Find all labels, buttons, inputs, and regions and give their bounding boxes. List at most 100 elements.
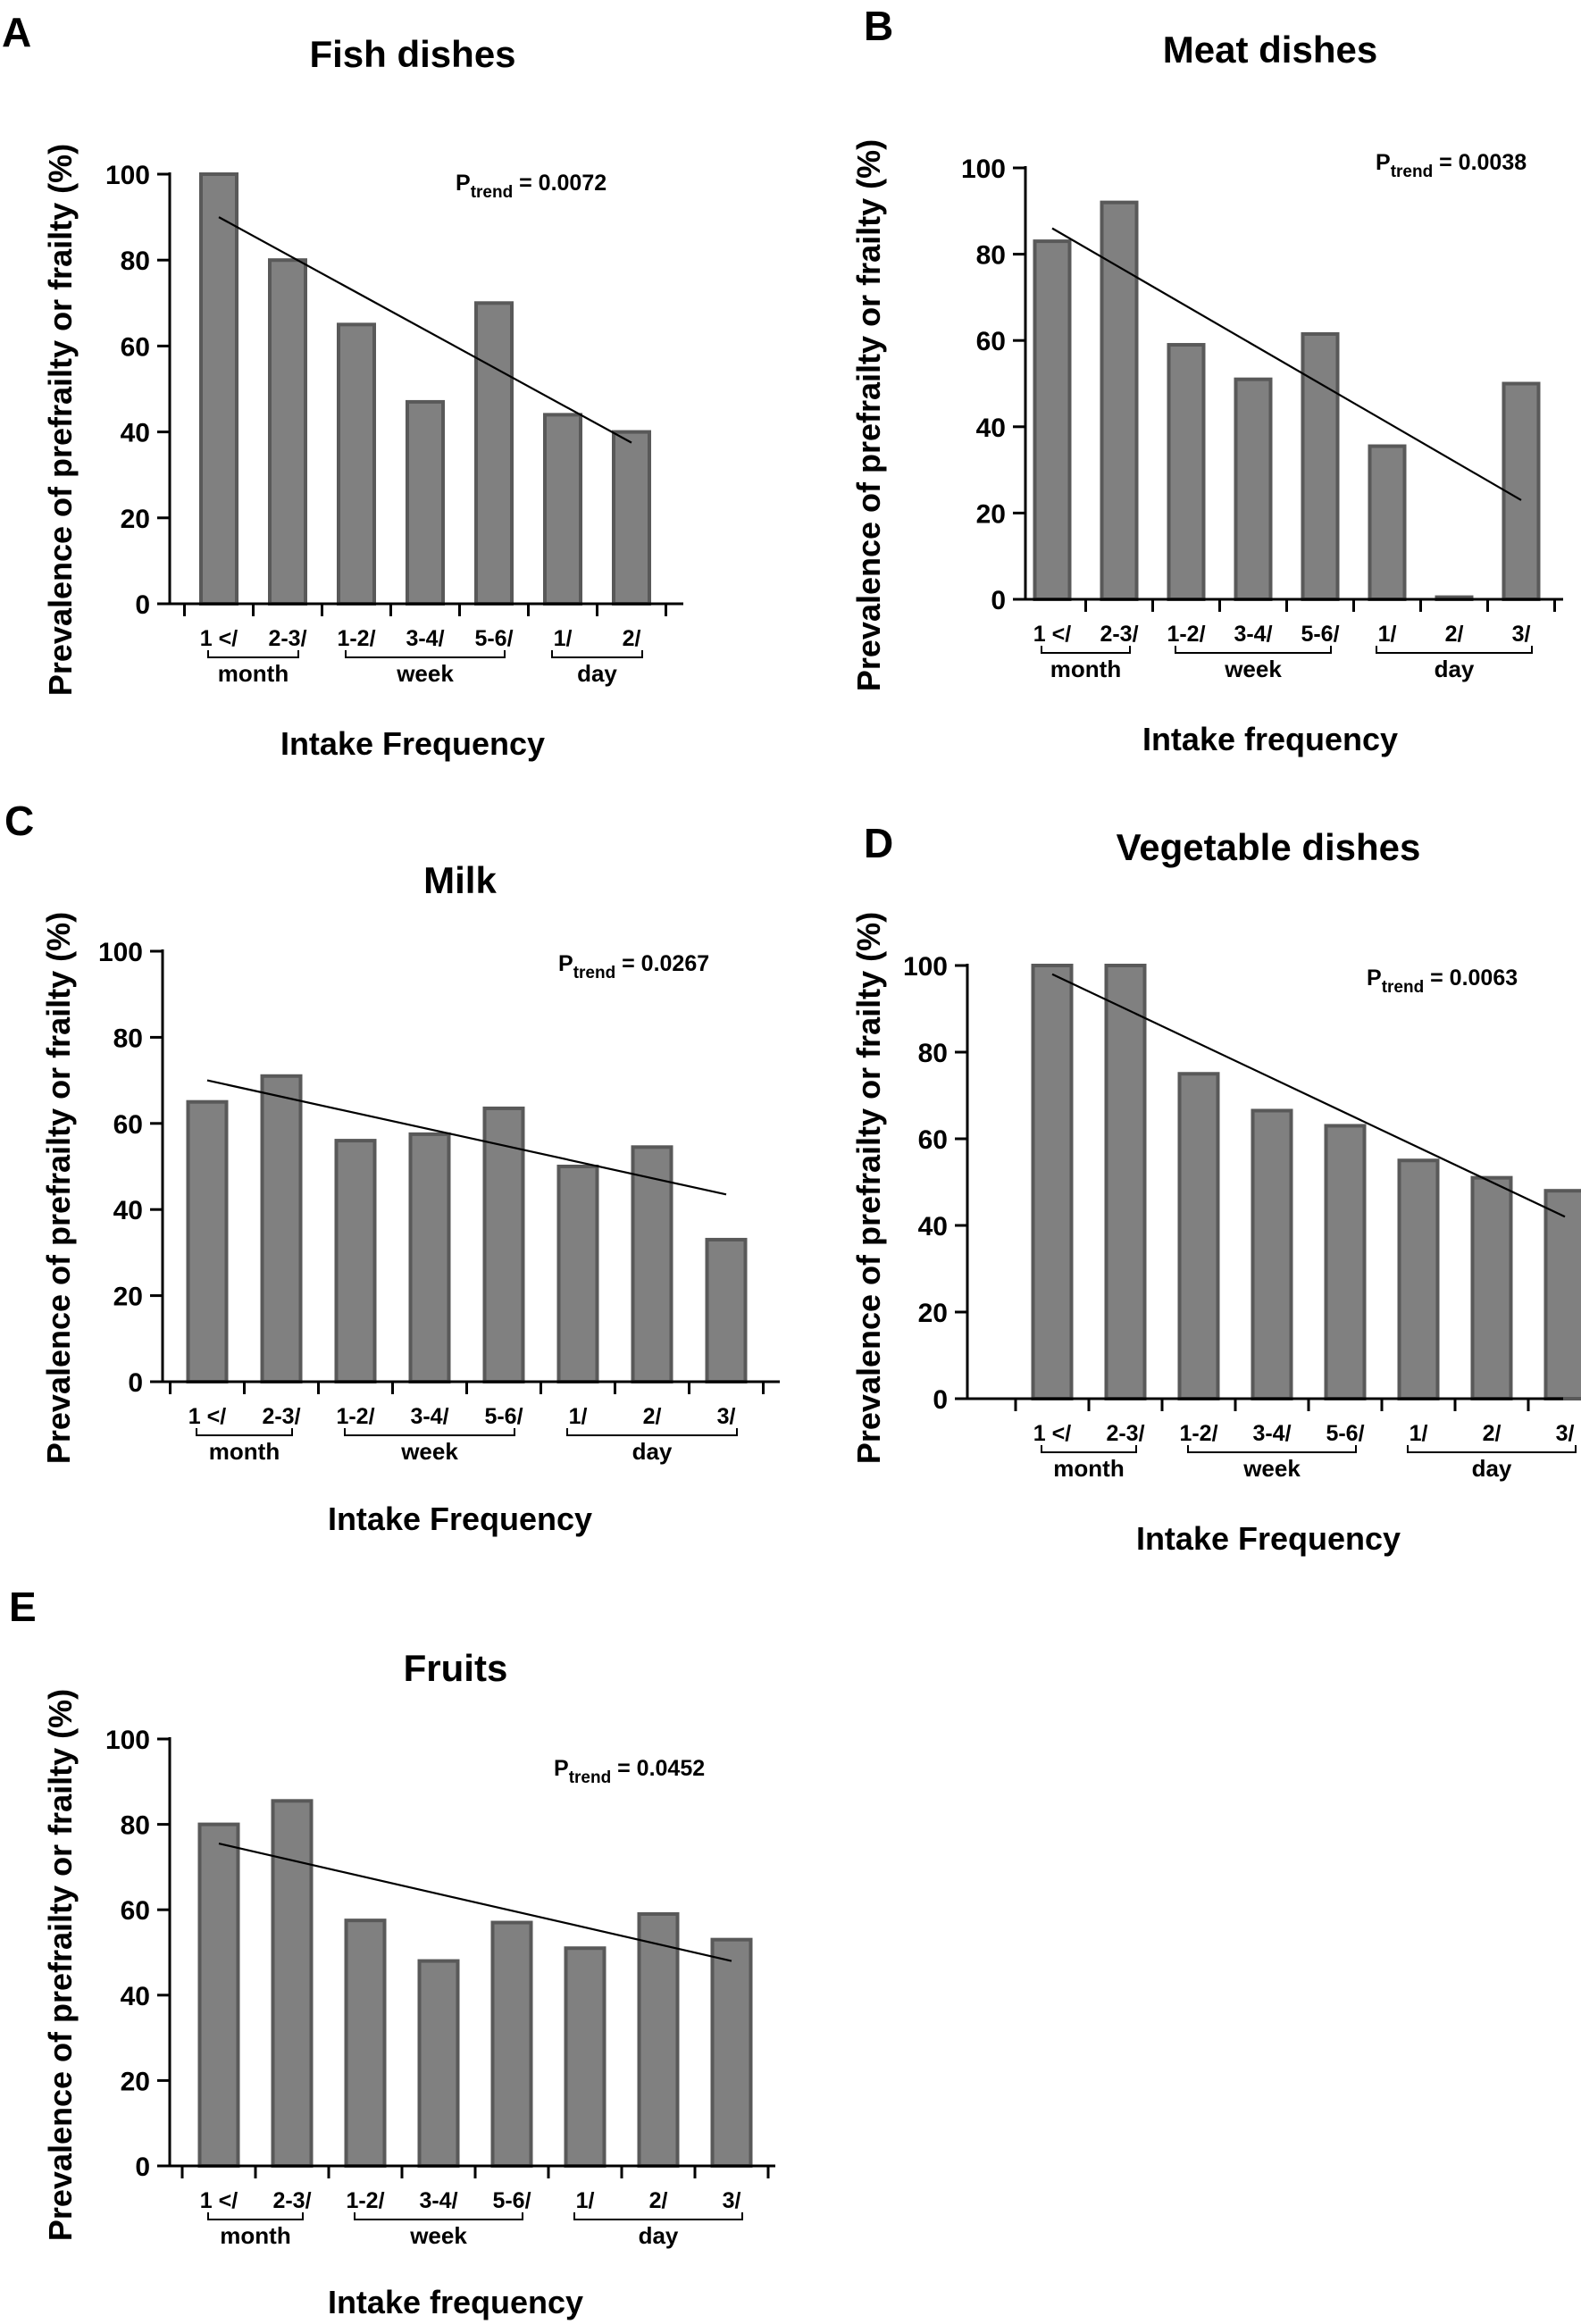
panel-d-ytick-label-3: 60: [918, 1125, 948, 1155]
panel-b: B Meat dishes 0 20 40 60 80 100 1 </ 2-3/1-2/3-4/…: [850, 3, 1563, 757]
panel-c-bar-6: [631, 1145, 673, 1384]
panel-c: C Milk 0 20 40 60 80 100 1 </ 2-3/1-2/3-4/5-6/1/2…: [4, 798, 780, 1537]
panel-c-y-label: Prevalence of prefrailty or frailty (%): [40, 912, 77, 1464]
panel-c-ytick-label-5: 100: [98, 938, 143, 967]
panel-b-cat-label-2: 1-2/: [1167, 622, 1205, 647]
panel-e-title: Fruits: [404, 1647, 508, 1689]
panel-a-ytick-label-3: 60: [121, 332, 150, 362]
panel-a-cat-label-4: 5-6/: [474, 626, 513, 651]
panel-e-bar-4: [490, 1920, 533, 2169]
panel-d-bar-2: [1177, 1072, 1220, 1400]
panel-d-bar-1: [1104, 964, 1147, 1400]
panel-e-p-trend: Ptrend = 0.0452: [554, 1756, 705, 1787]
panel-c-p-trend: Ptrend = 0.0267: [558, 951, 709, 982]
panel-c-bar-7: [705, 1237, 748, 1384]
panel-a-ytick-label-2: 40: [121, 419, 150, 448]
panel-c-bar-1: [260, 1074, 303, 1384]
panel-e-cat-label-4: 5-6/: [492, 2188, 531, 2213]
panel-b-cat-label-3: 3-4/: [1234, 622, 1272, 647]
panel-a-letter: A: [2, 9, 31, 55]
panel-e-cat-label-3: 3-4/: [419, 2188, 457, 2213]
panel-e-ytick-label-2: 40: [121, 1982, 150, 2011]
panel-a-group-label-1: week: [396, 660, 454, 687]
panel-c-cat-label-7: 3/: [717, 1404, 736, 1429]
panel-e-bar-1: [271, 1799, 314, 2169]
panel-d-cat-label-7: 3/: [1556, 1421, 1575, 1446]
panel-e-cat-label-2: 1-2/: [346, 2188, 384, 2213]
panel-d-x-label: Intake Frequency: [1136, 1520, 1401, 1557]
panel-d-trend-line: [1051, 973, 1566, 1218]
panel-e-bar-5: [564, 1946, 606, 2168]
panel-c-ytick-label-3: 60: [113, 1110, 143, 1140]
panel-a-p-trend-subscript: trend: [471, 183, 514, 202]
panel-b-group-label-0: month: [1050, 656, 1121, 682]
panel-b-group-bracket-2: [1376, 646, 1533, 654]
panel-c-bar-2: [334, 1139, 377, 1384]
panel-d-group-label-2: day: [1472, 1455, 1512, 1482]
panel-a-group-bracket-2: [551, 650, 643, 658]
panel-e-trend-line: [218, 1843, 732, 1962]
panel-e-cat-label-7: 3/: [723, 2188, 741, 2213]
panel-c-group-label-2: day: [632, 1438, 673, 1465]
panel-b-ytick-label-3: 60: [976, 327, 1006, 356]
panel-c-cat-label-4: 5-6/: [484, 1404, 523, 1429]
panel-d-cat-label-0: 1 </: [1033, 1421, 1071, 1446]
panel-e-ytick-label-4: 80: [121, 1811, 150, 1841]
panel-d-ytick-label-1: 20: [918, 1299, 948, 1328]
panel-c-p-trend-prefix: P: [558, 951, 573, 976]
panel-a-bar-3: [406, 399, 445, 606]
panel-e-cat-label-0: 1 </: [200, 2188, 238, 2213]
panel-c-group-bracket-2: [566, 1428, 738, 1436]
panel-d-bar-5: [1397, 1158, 1440, 1400]
panel-e-bar-0: [197, 1822, 240, 2168]
panel-b-bars: [1033, 200, 1541, 602]
panel-c-ytick-label-1: 20: [113, 1283, 143, 1312]
panel-a-bar-0: [199, 172, 238, 606]
panel-a-bar-4: [474, 301, 514, 606]
panel-c-trend-line: [206, 1079, 727, 1196]
panel-e-bar-6: [637, 1911, 680, 2168]
panel-a: A Fish dishes 0 20 40 60 80 100 1 </ 2-3/1-2/3-4/…: [2, 9, 683, 762]
panel-b-group-bracket-1: [1175, 646, 1332, 654]
panel-b-ytick-label-4: 80: [976, 241, 1006, 271]
panel-c-ytick-label-4: 80: [113, 1024, 143, 1053]
panel-e-p-trend-value: = 0.0452: [611, 1756, 705, 1781]
panel-a-cat-label-3: 3-4/: [406, 626, 444, 651]
panel-d-letter: D: [864, 820, 893, 866]
panel-d-bars: [1031, 964, 1581, 1401]
panel-d-cat-label-6: 2/: [1483, 1421, 1502, 1446]
panel-b-bar-2: [1167, 343, 1206, 601]
panel-e-y-label: Prevalence of prefrailty or frailty (%): [42, 1689, 79, 2241]
panel-d-ytick-label-5: 100: [903, 952, 948, 982]
panel-a-ytick-label-5: 100: [105, 161, 150, 190]
panel-a-title: Fish dishes: [309, 33, 515, 75]
panel-c-cat-label-1: 2-3/: [262, 1404, 300, 1429]
panel-c-cat-label-6: 2/: [643, 1404, 662, 1429]
panel-b-p-trend-prefix: P: [1376, 150, 1391, 175]
panel-b-group-label-2: day: [1435, 656, 1475, 682]
panel-d-bar-4: [1324, 1124, 1367, 1400]
panel-e-ytick-label-1: 20: [121, 2067, 150, 2096]
panel-a-bars: [199, 172, 651, 606]
panel-e-group-bracket-0: [207, 2212, 304, 2220]
panel-d-p-trend-prefix: P: [1367, 966, 1382, 991]
panel-e-ytick-label-3: 60: [121, 1896, 150, 1926]
panel-b-cat-label-4: 5-6/: [1301, 622, 1339, 647]
panel-c-group-bracket-1: [344, 1428, 515, 1436]
panel-a-bar-6: [612, 430, 651, 606]
panel-d-bar-0: [1031, 964, 1074, 1400]
panel-b-cat-label-5: 1/: [1378, 622, 1397, 647]
panel-b-cat-label-6: 2/: [1445, 622, 1464, 647]
panel-b-cat-label-1: 2-3/: [1100, 622, 1138, 647]
panel-a-x-label: Intake Frequency: [280, 725, 545, 762]
panel-c-ytick-label-0: 0: [128, 1368, 143, 1398]
panel-e-ytick-label-0: 0: [135, 2153, 150, 2182]
panel-b-ytick-label-5: 100: [961, 155, 1006, 184]
panel-b-trend-line: [1051, 227, 1522, 501]
panel-a-bar-2: [337, 322, 376, 606]
panel-a-cat-label-0: 1 </: [200, 626, 238, 651]
panel-a-p-trend-value: = 0.0072: [513, 171, 606, 196]
panel-c-p-trend-value: = 0.0267: [615, 951, 709, 976]
panel-a-cat-label-6: 2/: [623, 626, 641, 651]
panel-d-bar-3: [1251, 1108, 1293, 1400]
